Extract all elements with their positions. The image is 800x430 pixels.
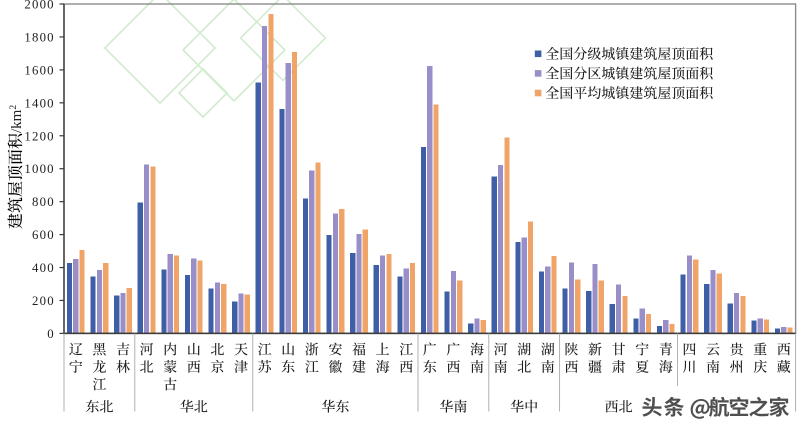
svg-text:1400: 1400 xyxy=(24,96,54,110)
svg-text:1600: 1600 xyxy=(24,63,54,77)
svg-text:1800: 1800 xyxy=(24,30,54,44)
svg-text:600: 600 xyxy=(32,228,55,242)
svg-text:2000: 2000 xyxy=(24,0,54,12)
svg-text:200: 200 xyxy=(32,294,55,308)
svg-text:0: 0 xyxy=(47,327,55,341)
svg-text:/km2: /km2 xyxy=(9,105,25,133)
svg-text:1000: 1000 xyxy=(24,162,54,176)
svg-text:400: 400 xyxy=(32,261,55,275)
svg-text:1200: 1200 xyxy=(24,129,54,143)
svg-text:800: 800 xyxy=(32,195,55,209)
